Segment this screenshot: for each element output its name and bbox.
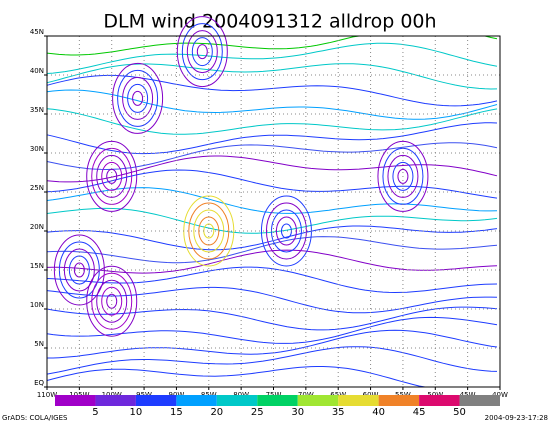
streamline: [46, 74, 498, 107]
colorbar-swatch: [419, 395, 460, 406]
colorbar-swatch: [257, 395, 298, 406]
vortex-ring: [101, 286, 123, 316]
vortex-ring: [191, 37, 213, 67]
streamline: [46, 306, 498, 331]
vortex-ring: [122, 76, 154, 120]
vortex-ring: [101, 161, 123, 191]
y-tick-label: 15N: [30, 262, 44, 270]
colorbar-label: 45: [413, 407, 426, 418]
x-tick-label: 40W: [492, 391, 508, 399]
colorbar-swatch: [378, 395, 420, 406]
streamline: [46, 207, 498, 234]
colorbar-label: 50: [453, 407, 466, 418]
colorbar-swatch: [176, 395, 217, 406]
colorbar-label: 5: [92, 407, 98, 418]
colorbar-label: 35: [332, 407, 345, 418]
streamline: [47, 329, 498, 359]
streamline: [46, 187, 498, 214]
colorbar-label: 20: [210, 407, 223, 418]
vortex-ring: [265, 202, 307, 260]
streamline: [46, 286, 498, 314]
y-tick-label: 35N: [30, 106, 44, 114]
vortex-ring: [86, 140, 138, 212]
colorbar-swatch: [95, 395, 136, 406]
vortex-ring: [117, 69, 159, 127]
streamline: [46, 225, 498, 251]
streamline: [46, 42, 498, 74]
streamline: [46, 142, 498, 171]
vortex-ring: [392, 161, 414, 191]
vortex-ring: [188, 202, 230, 260]
y-tick-label: 20N: [30, 223, 44, 231]
vortex-ring: [106, 168, 118, 184]
chart-title: DLM wind 2004091312 alldrop 00h: [103, 11, 436, 33]
vortex-ring: [132, 90, 144, 106]
colorbar-swatch: [55, 395, 96, 406]
streamline: [46, 35, 498, 56]
y-tick-label: 5N: [34, 340, 44, 348]
y-tick-label: 45N: [30, 28, 44, 36]
y-tick-label: 10N: [30, 301, 44, 309]
y-tick-label: 30N: [30, 145, 44, 153]
vortex-ring: [96, 154, 128, 198]
streamlines: [46, 16, 498, 388]
vortex-ring: [127, 83, 149, 113]
colorbar-swatch: [459, 395, 500, 406]
streamline: [46, 89, 498, 120]
colorbar-swatch: [216, 395, 258, 406]
x-tick-label: 110W: [37, 391, 57, 399]
colorbar-label: 40: [372, 407, 385, 418]
colorbar-label: 10: [130, 407, 143, 418]
streamline: [46, 346, 498, 375]
colorbar-swatch: [135, 395, 177, 406]
vortex-ring: [377, 140, 429, 212]
vortex-ring: [91, 272, 133, 330]
streamline: [46, 316, 498, 344]
colorbar-swatch: [338, 395, 379, 406]
colorbar-label: 30: [291, 407, 304, 418]
footer-right: 2004-09-23-17:28: [485, 414, 548, 422]
streamline: [46, 169, 498, 199]
colorbar-label: 25: [251, 407, 264, 418]
plot-frame: [46, 35, 501, 388]
streamline: [46, 236, 498, 264]
colorbar-swatch: [297, 395, 339, 406]
vortex-ring: [387, 154, 419, 198]
vortex-ring: [275, 216, 297, 246]
streamline: [46, 266, 498, 294]
y-tick-label: 40N: [30, 67, 44, 75]
vortex-ring: [176, 16, 228, 88]
streamline: [46, 366, 497, 388]
y-tick-label: EQ: [34, 379, 44, 387]
colorbar-label: 15: [170, 407, 183, 418]
vortex-ring: [397, 168, 409, 184]
vortex-ring: [203, 223, 215, 239]
vortex-ring: [186, 30, 218, 74]
streamline: [46, 63, 498, 90]
y-tick-label: 25N: [30, 184, 44, 192]
footer-left: GrADS: COLA/IGES: [2, 414, 68, 422]
vortex-ring: [112, 62, 164, 134]
vortex-ring: [181, 23, 223, 81]
vortex-ring: [196, 44, 208, 60]
